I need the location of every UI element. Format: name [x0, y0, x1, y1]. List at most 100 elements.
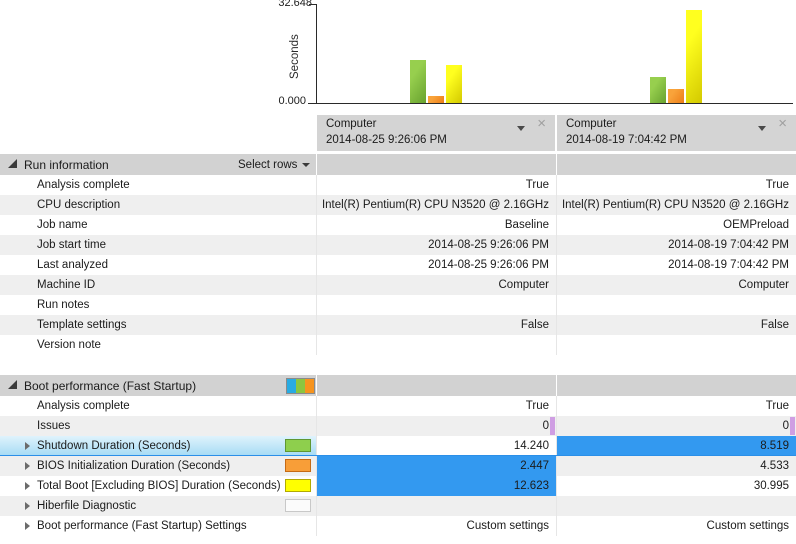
- row-label-text: Last analyzed: [37, 259, 108, 271]
- value-cell: False: [316, 315, 556, 335]
- select-rows-caret-icon: [302, 162, 311, 167]
- row-label-cell: Total Boot [Excluding BIOS] Duration (Se…: [0, 476, 316, 496]
- series-color-swatch: [285, 479, 311, 492]
- row-label-text: Job name: [37, 219, 88, 231]
- cell-value: 8.519: [760, 439, 789, 452]
- row-label-text: Boot performance (Fast Startup) Settings: [37, 520, 247, 532]
- row-bios-initialization-duration-seconds[interactable]: BIOS Initialization Duration (Seconds) 2.…: [0, 456, 796, 476]
- row-hiberfile-diagnostic[interactable]: Hiberfile Diagnostic: [0, 496, 796, 516]
- value-cell: [556, 335, 796, 355]
- value-cell: 8.519: [556, 436, 796, 455]
- row-label-text: Version note: [37, 339, 101, 351]
- row-total-boot-excluding-bios-duration-seconds[interactable]: Total Boot [Excluding BIOS] Duration (Se…: [0, 476, 796, 496]
- issues-indicator-chip: [790, 417, 795, 435]
- y-axis-line: [316, 4, 317, 104]
- run-column-headers: Computer 2014-08-25 9:26:06 PM × Computer 20…: [0, 115, 796, 154]
- value-cell: [316, 496, 556, 516]
- row-cpu-description[interactable]: CPU description Intel(R) Pentium(R) CPU N…: [0, 195, 796, 215]
- row-job-start-time[interactable]: Job start time 2014-08-25 9:26:06 PM 2014-…: [0, 235, 796, 255]
- value-cell: Intel(R) Pentium(R) CPU N3520 @ 2.16GHz: [556, 195, 796, 215]
- row-expand-icon[interactable]: [25, 502, 30, 510]
- column-menu-caret-icon[interactable]: [758, 126, 766, 131]
- cell-value: 2014-08-19 7:04:42 PM: [668, 259, 789, 271]
- boot-performance-chart: 32.648 Seconds 0.000: [0, 0, 796, 115]
- section-expander-icon[interactable]: [8, 380, 17, 389]
- section-header-run-information[interactable]: Run information Select rows: [0, 154, 796, 175]
- bar-totalboot-run2: [686, 10, 702, 103]
- value-cell: 2014-08-25 9:26:06 PM: [316, 235, 556, 255]
- row-analysis-complete[interactable]: Analysis complete True True: [0, 396, 796, 416]
- bar-bios-run1: [428, 96, 444, 103]
- chart-toggle-icon[interactable]: [286, 378, 315, 394]
- run-timestamp: 2014-08-19 7:04:42 PM: [566, 134, 687, 146]
- select-rows-button[interactable]: Select rows: [238, 154, 311, 175]
- section-title: Boot performance (Fast Startup): [24, 378, 197, 393]
- row-expand-icon[interactable]: [25, 462, 30, 470]
- comparison-grid: Run information Select rows Analysis compl…: [0, 154, 796, 536]
- cell-value: False: [520, 319, 549, 331]
- row-issues[interactable]: Issues 0 0: [0, 416, 796, 436]
- row-label-text: Analysis complete: [37, 179, 130, 191]
- value-cell: 14.240: [316, 436, 556, 455]
- row-expand-icon[interactable]: [25, 442, 30, 450]
- value-cell: Intel(R) Pentium(R) CPU N3520 @ 2.16GHz: [316, 195, 556, 215]
- row-machine-id[interactable]: Machine ID Computer Computer: [0, 275, 796, 295]
- value-cell: 0: [556, 416, 796, 436]
- column-close-icon[interactable]: ×: [778, 115, 787, 132]
- run-column-header-1[interactable]: Computer 2014-08-25 9:26:06 PM ×: [317, 115, 555, 151]
- column-separator: [316, 154, 317, 175]
- row-label-cell: Issues: [0, 416, 316, 436]
- y-axis-max-label: 32.648: [278, 0, 312, 9]
- row-label-cell: Job start time: [0, 235, 316, 255]
- row-analysis-complete[interactable]: Analysis complete True True: [0, 175, 796, 195]
- cell-value: 2.447: [520, 460, 549, 472]
- row-label-text: BIOS Initialization Duration (Seconds): [37, 460, 231, 472]
- legend-color-block: [305, 379, 314, 393]
- section-title: Run information: [24, 157, 109, 172]
- series-color-swatch: [285, 499, 311, 512]
- bar-totalboot-run1: [446, 65, 462, 103]
- cell-value: Intel(R) Pentium(R) CPU N3520 @ 2.16GHz: [561, 199, 789, 211]
- column-menu-caret-icon[interactable]: [517, 126, 525, 131]
- row-label-cell: Analysis complete: [0, 175, 316, 195]
- row-label-cell: BIOS Initialization Duration (Seconds): [0, 456, 316, 476]
- column-separator: [556, 154, 557, 175]
- section-header-boot-performance-fast-startup[interactable]: Boot performance (Fast Startup): [0, 375, 796, 396]
- row-label-cell: Analysis complete: [0, 396, 316, 416]
- cell-value: Custom settings: [706, 520, 789, 532]
- series-color-swatch: [285, 439, 311, 452]
- row-template-settings[interactable]: Template settings False False: [0, 315, 796, 335]
- section-gap: [0, 355, 796, 375]
- row-expand-icon[interactable]: [25, 482, 30, 490]
- value-cell: Computer: [556, 275, 796, 295]
- row-expand-icon[interactable]: [25, 522, 30, 530]
- row-run-notes[interactable]: Run notes: [0, 295, 796, 315]
- legend-color-block: [287, 379, 296, 393]
- row-job-name[interactable]: Job name Baseline OEMPreload: [0, 215, 796, 235]
- value-cell: True: [556, 175, 796, 195]
- run-column-header-2[interactable]: Computer 2014-08-19 7:04:42 PM ×: [557, 115, 796, 151]
- value-cell: Baseline: [316, 215, 556, 235]
- value-cell: 12.623: [316, 476, 556, 496]
- row-label-text: Shutdown Duration (Seconds): [37, 439, 191, 452]
- column-separator: [316, 375, 317, 396]
- run-machine-name: Computer: [326, 118, 377, 130]
- cell-value: Computer: [738, 279, 790, 291]
- section-expander-icon[interactable]: [8, 159, 17, 168]
- row-boot-performance-fast-startup-settings[interactable]: Boot performance (Fast Startup) Settings…: [0, 516, 796, 536]
- row-version-note[interactable]: Version note: [0, 335, 796, 355]
- cell-value: Custom settings: [466, 520, 549, 532]
- row-label-cell: Template settings: [0, 315, 316, 335]
- row-label-cell: Machine ID: [0, 275, 316, 295]
- cell-value: 0: [542, 420, 549, 432]
- row-last-analyzed[interactable]: Last analyzed 2014-08-25 9:26:06 PM 2014-0…: [0, 255, 796, 275]
- row-label-text: Total Boot [Excluding BIOS] Duration (Se…: [37, 480, 281, 492]
- column-close-icon[interactable]: ×: [537, 115, 546, 132]
- cell-value: Intel(R) Pentium(R) CPU N3520 @ 2.16GHz: [321, 199, 549, 211]
- issues-indicator-chip: [550, 417, 555, 435]
- value-cell: OEMPreload: [556, 215, 796, 235]
- row-label-cell: Version note: [0, 335, 316, 355]
- value-cell: 0: [316, 416, 556, 436]
- row-shutdown-duration-seconds[interactable]: Shutdown Duration (Seconds) 14.240 8.519: [0, 436, 796, 456]
